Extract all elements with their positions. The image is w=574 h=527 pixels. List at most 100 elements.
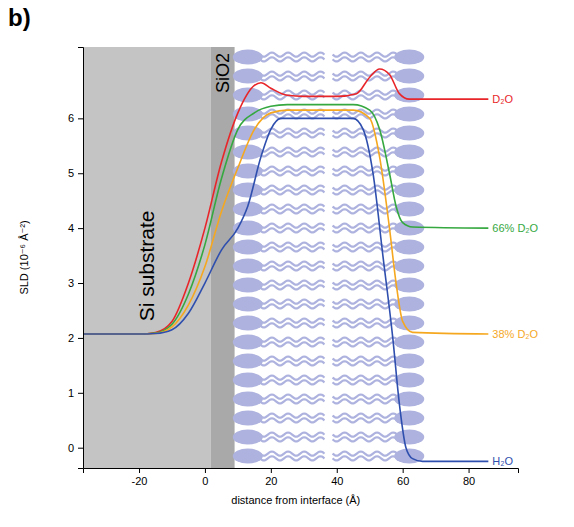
lipid-tail <box>260 243 325 247</box>
lipid-tail <box>333 357 398 361</box>
lipid-tail <box>260 285 325 289</box>
lipid-tail <box>260 76 325 80</box>
lipid-tail <box>333 228 398 232</box>
y-tick-mark <box>78 283 83 284</box>
y-tick-mark <box>78 118 83 119</box>
lipid-head <box>394 354 424 369</box>
lipid-head <box>233 373 263 388</box>
lipid-tail <box>333 148 398 152</box>
lipid-tail <box>333 437 398 441</box>
lipid-tail <box>260 190 325 194</box>
y-tick-label: 0 <box>68 442 74 454</box>
lipid-head <box>394 145 424 160</box>
lipid-head <box>233 145 263 160</box>
lipid-tail <box>260 167 325 171</box>
lipid-tail <box>333 300 398 304</box>
lipid-tail <box>260 91 325 95</box>
x-tick: -20 <box>132 468 148 487</box>
lipid-head <box>233 259 263 274</box>
lipid-tail <box>333 452 398 456</box>
lipid-head <box>233 392 263 407</box>
lipid-head <box>394 411 424 426</box>
lipid-tail <box>260 376 325 380</box>
x-tick-label: 80 <box>463 475 475 487</box>
y-tick: 0 <box>68 442 83 454</box>
region <box>83 47 211 468</box>
lipid-head <box>394 88 424 103</box>
lipid-tail <box>333 266 398 270</box>
sld-line <box>83 118 488 461</box>
lipid-tail <box>260 247 325 251</box>
sld-line <box>83 105 488 334</box>
lipid-tail <box>260 414 325 418</box>
lipid-tail <box>260 72 325 76</box>
texts: Si substrateSiO2D₂O66% D₂O38% D₂OH₂Odist… <box>8 4 539 506</box>
lipid-tail <box>260 228 325 232</box>
x-axis: -20020406080 <box>84 468 519 487</box>
lipid-tail <box>333 380 398 384</box>
lipid-head <box>394 240 424 255</box>
lipid-tail <box>260 205 325 209</box>
lipid-tail <box>333 361 398 365</box>
lipid-tail <box>260 380 325 384</box>
lipid-tail <box>260 319 325 323</box>
lipid-tail <box>260 281 325 285</box>
lipid-tail <box>260 361 325 365</box>
y-tick-mark <box>78 393 83 394</box>
lipid-tail <box>333 399 398 403</box>
lipid-head <box>394 259 424 274</box>
lipid-tail <box>333 262 398 266</box>
lipid-tail <box>333 91 398 95</box>
lipid-tail <box>333 323 398 327</box>
region-label: SiO2 <box>213 53 233 93</box>
x-tick: 80 <box>463 468 475 487</box>
series-label: 38% D₂O <box>492 328 538 340</box>
lipid-tail <box>260 266 325 270</box>
lipid-tail <box>333 243 398 247</box>
y-tick: 4 <box>68 222 83 234</box>
y-tick-label: 5 <box>68 167 74 179</box>
sld-line <box>83 110 488 334</box>
x-tick: 0 <box>202 468 208 487</box>
lipid-head <box>233 354 263 369</box>
lipid-head <box>233 240 263 255</box>
lipid-tail <box>333 376 398 380</box>
lipid-head <box>394 50 424 65</box>
panel-label: b) <box>8 4 31 31</box>
lipid-tail <box>260 224 325 228</box>
lipid-head <box>233 50 263 65</box>
y-tick-label: 1 <box>68 387 74 399</box>
y-tick-label: 2 <box>68 332 74 344</box>
series-label: H₂O <box>492 455 513 467</box>
lipid-tail <box>333 186 398 190</box>
y-tick-mark <box>78 448 83 449</box>
lipid-tail <box>333 319 398 323</box>
lipid-tail <box>260 395 325 399</box>
lipid-tail <box>260 437 325 441</box>
y-tick: 3 <box>68 277 83 289</box>
lipid-tail <box>333 395 398 399</box>
x-tick-label: 20 <box>265 475 277 487</box>
lipid-tail <box>260 148 325 152</box>
lipid-head <box>233 88 263 103</box>
lipid-head <box>394 126 424 141</box>
plot-area <box>83 47 488 468</box>
y-tick: 6 <box>68 112 83 124</box>
x-tick-mark <box>139 468 140 473</box>
lipid-tail <box>260 418 325 422</box>
y-tick-mark <box>78 338 83 339</box>
x-tick-mark <box>469 468 470 473</box>
sld-line <box>83 69 488 334</box>
lipid-head <box>233 316 263 331</box>
lipid-head <box>233 335 263 350</box>
x-tick: 60 <box>397 468 409 487</box>
y-tick: 5 <box>68 167 83 179</box>
lipid-tail <box>333 281 398 285</box>
lipid-head <box>233 183 263 198</box>
lines <box>83 69 488 461</box>
lipid-tail <box>333 304 398 308</box>
x-tick-mark <box>403 468 404 473</box>
lipid-tail <box>333 57 398 61</box>
lipid-head <box>394 430 424 445</box>
lipid-head <box>394 183 424 198</box>
